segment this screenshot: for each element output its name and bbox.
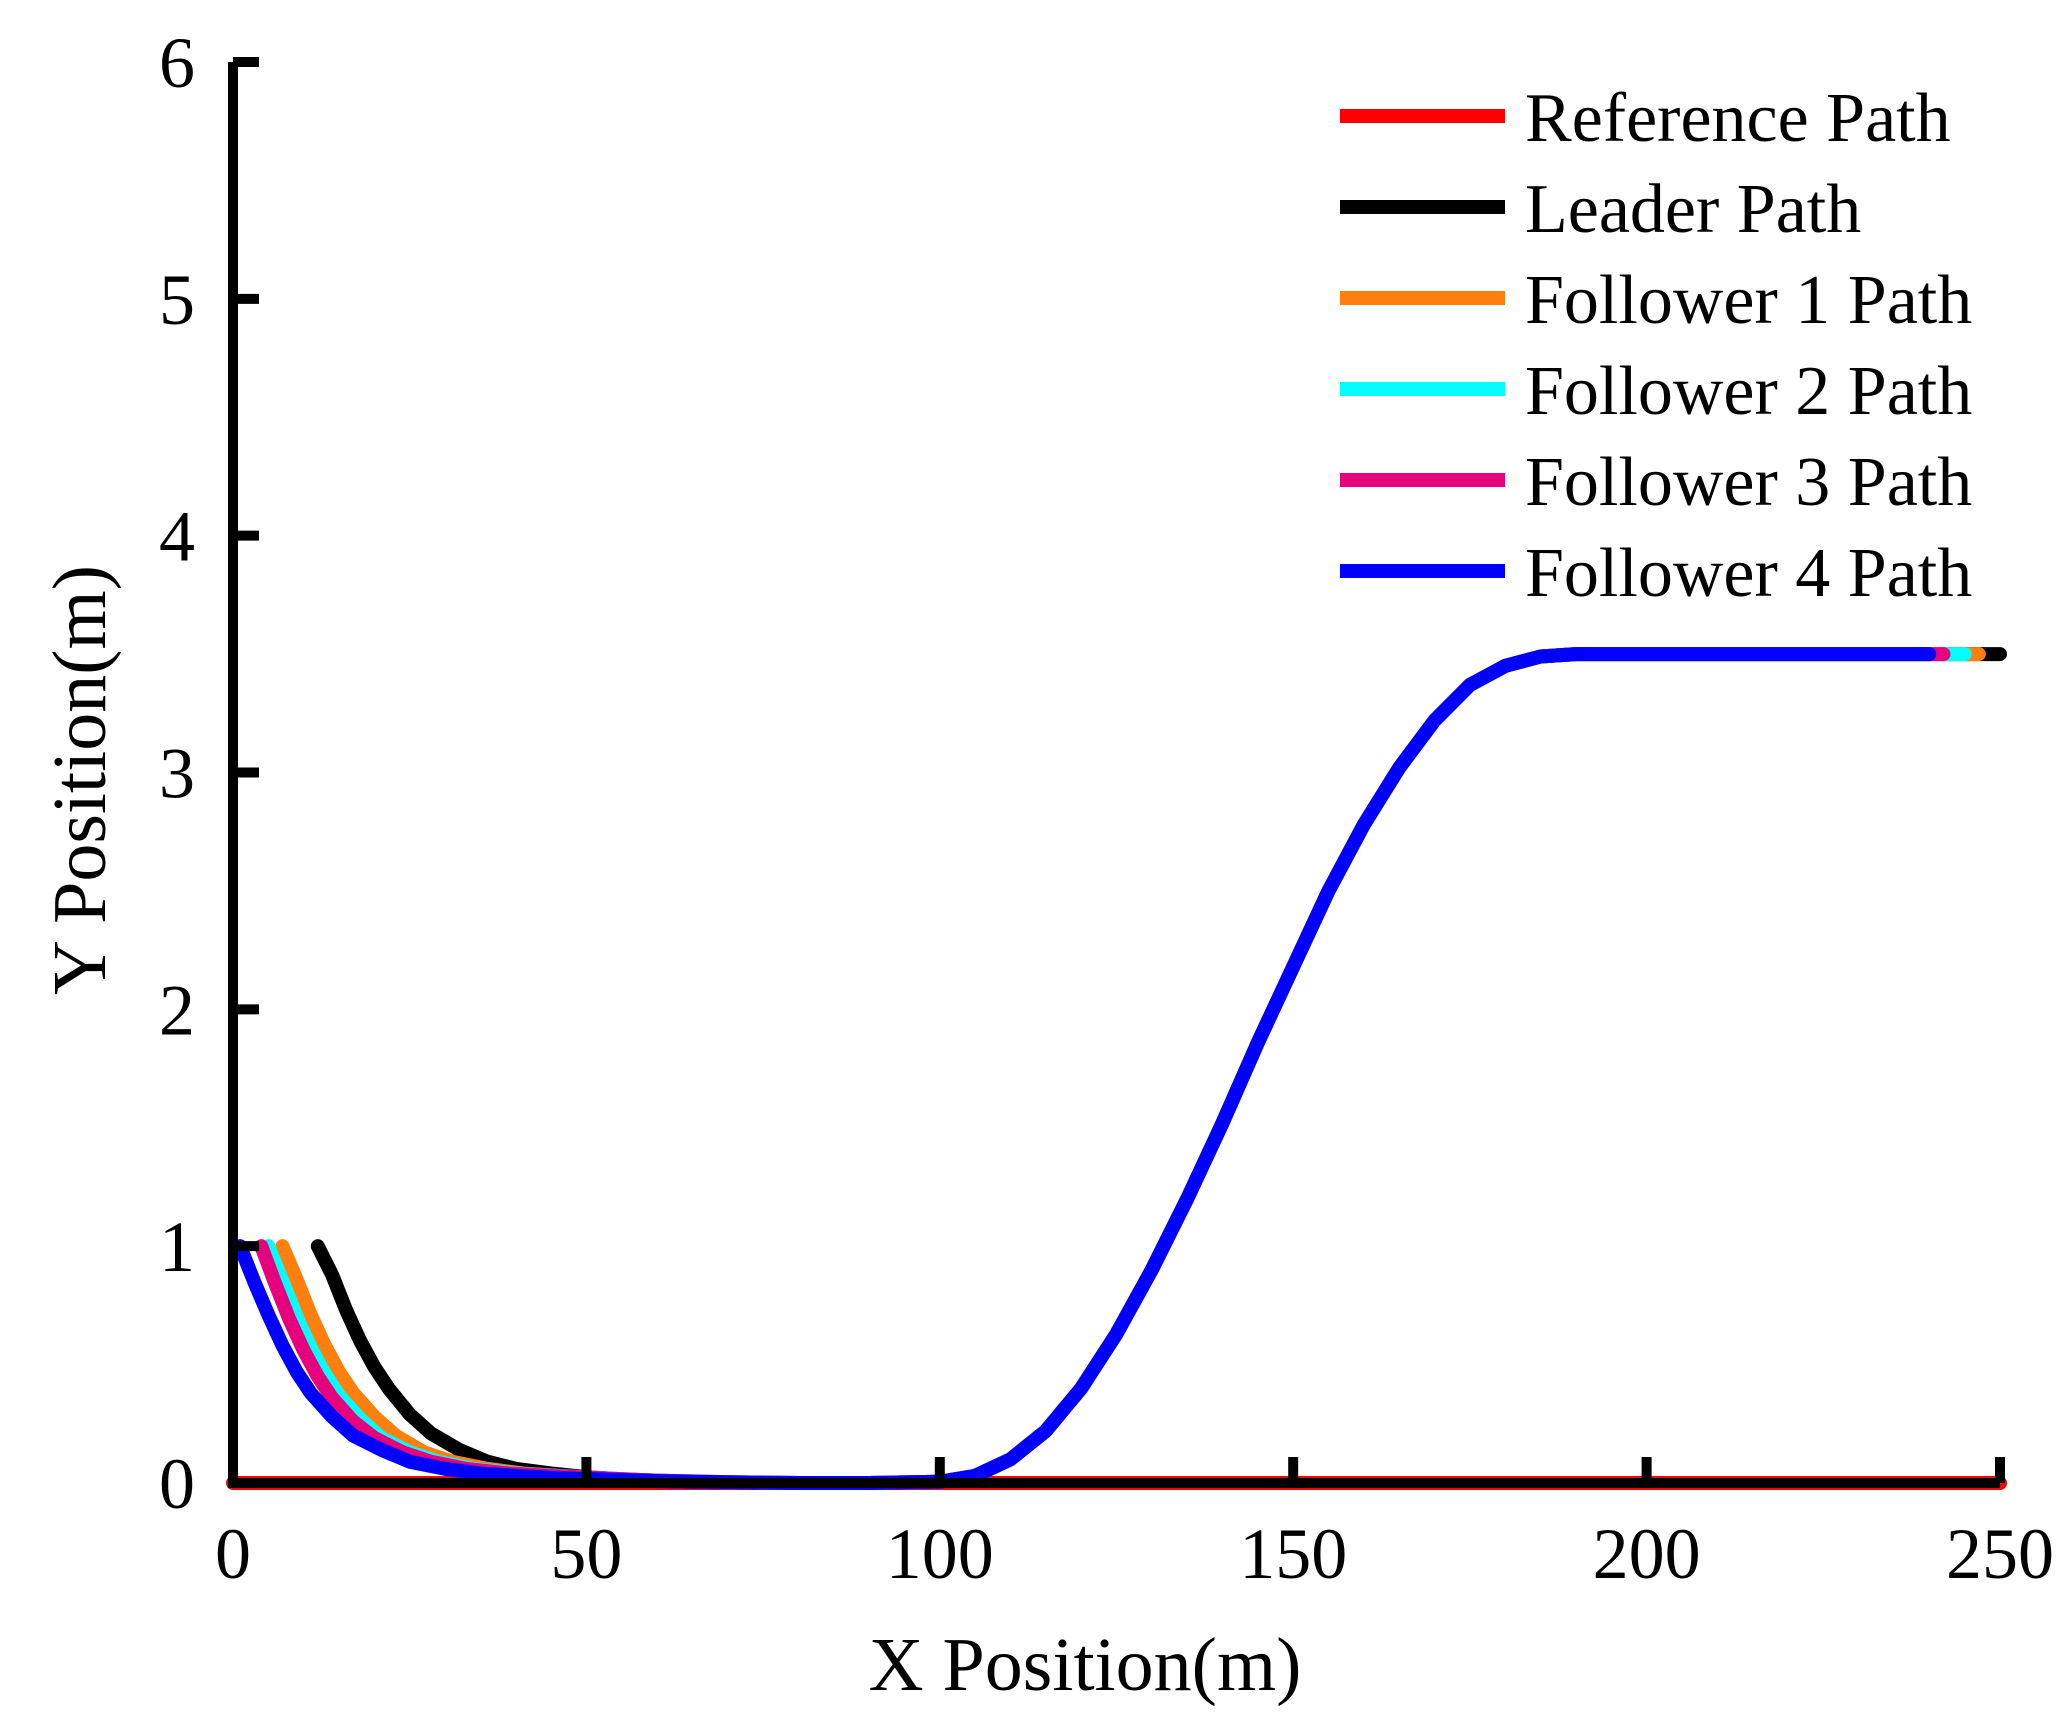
- x-tick-label-3: 150: [1239, 1514, 1347, 1594]
- x-tick-label-5: 250: [1946, 1514, 2054, 1594]
- y-tick-label-1: 1: [159, 1207, 195, 1287]
- legend-label-2: Follower 1 Path: [1525, 262, 1972, 339]
- y-tick-label-5: 5: [159, 260, 195, 340]
- x-tick-label-4: 200: [1593, 1514, 1701, 1594]
- y-tick-label-2: 2: [159, 970, 195, 1050]
- y-tick-label-3: 3: [159, 734, 195, 814]
- ticks-layer: 0 50 100 150 200 250 0 1 2 3 4 5 6: [159, 23, 2054, 1594]
- y-axis-label: Y Position(m): [38, 565, 122, 995]
- series-layer: [226, 647, 2007, 1490]
- legend-label-5: Follower 4 Path: [1525, 535, 1972, 612]
- legend: Reference Path Leader Path Follower 1 Path…: [1340, 80, 1972, 612]
- x-tick-label-1: 50: [550, 1514, 622, 1594]
- legend-label-0: Reference Path: [1525, 80, 1951, 157]
- legend-label-4: Follower 3 Path: [1525, 444, 1972, 521]
- y-tick-label-0: 0: [159, 1444, 195, 1524]
- x-tick-label-0: 0: [215, 1514, 251, 1594]
- legend-label-1: Leader Path: [1525, 171, 1861, 248]
- legend-label-3: Follower 2 Path: [1525, 353, 1972, 430]
- series-line-5: [233, 647, 1937, 1490]
- x-tick-label-2: 100: [886, 1514, 994, 1594]
- y-tick-label-6: 6: [159, 23, 195, 103]
- x-axis-label: X Position(m): [869, 1623, 1302, 1707]
- y-tick-label-4: 4: [159, 497, 195, 577]
